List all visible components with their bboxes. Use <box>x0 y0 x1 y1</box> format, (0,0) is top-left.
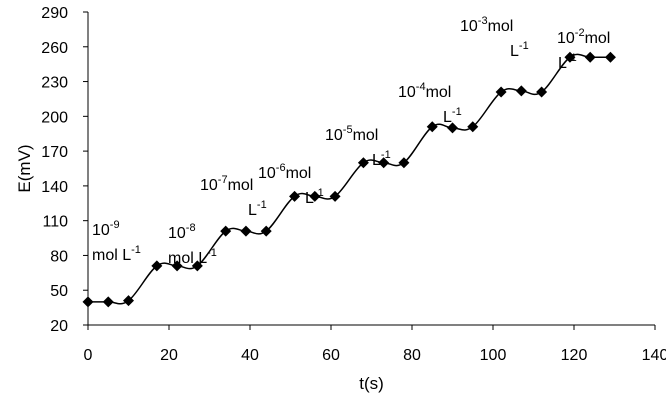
concentration-label: 10-6mol <box>258 162 311 182</box>
data-point-marker <box>426 121 438 133</box>
annotations: 10-9 mol L-1 10-8 mol L-1 10-7mol L-1 10-6mol L… <box>92 15 610 267</box>
data-point-marker <box>329 190 341 202</box>
concentration-label: 10-3mol <box>460 15 513 35</box>
x-tick-label: 80 <box>403 347 421 364</box>
concentration-label: L-1 <box>248 199 267 219</box>
concentration-label: 10-5mol <box>325 124 378 144</box>
concentration-label: 10-7mol <box>200 174 253 194</box>
concentration-label: 10-4mol <box>398 81 451 101</box>
x-tick-label: 100 <box>480 347 507 364</box>
x-axis-title: t(s) <box>359 374 384 393</box>
data-point-marker <box>82 296 94 308</box>
data-point-marker <box>447 122 458 134</box>
data-point-marker <box>467 121 479 133</box>
y-tick-label: 170 <box>41 144 68 161</box>
data-point-marker <box>357 157 369 169</box>
concentration-label: L-1 <box>443 106 462 126</box>
x-tick-label: 0 <box>84 347 93 364</box>
data-point-marker <box>398 157 410 169</box>
data-point-marker <box>309 190 321 202</box>
y-tick-label: 140 <box>41 179 68 196</box>
y-tick-label: 20 <box>50 318 68 335</box>
series-line-group <box>87 53 611 305</box>
concentration-label: mol L-1 <box>92 244 141 264</box>
data-point-marker <box>171 260 183 272</box>
x-tick-label: 60 <box>322 347 340 364</box>
data-point-marker <box>584 51 596 63</box>
data-point-marker <box>515 85 527 97</box>
tick-labels: 20 50 80 110 140 170 200 230 260 290 0 20 40 60 80 100 1… <box>41 5 666 364</box>
x-tick-label: 20 <box>160 347 178 364</box>
data-point-marker <box>495 86 507 98</box>
concentration-label: L-1 <box>305 187 324 207</box>
data-point-marker <box>378 157 390 169</box>
y-tick-label: 290 <box>41 5 68 22</box>
concentration-label: 10-9 <box>92 219 120 239</box>
x-tick-label: 40 <box>241 347 259 364</box>
y-tick-label: 50 <box>50 283 68 300</box>
concentration-label: 10-8 <box>168 222 196 242</box>
data-point-marker <box>240 225 252 237</box>
x-tick-label: 120 <box>561 347 588 364</box>
data-point-marker <box>123 295 134 307</box>
x-tick-label: 140 <box>642 347 666 364</box>
concentration-label: L-1 <box>372 149 391 169</box>
y-axis-title: E(mV) <box>15 144 34 192</box>
data-point-marker <box>102 296 114 308</box>
series-line <box>87 53 611 305</box>
data-point-marker <box>260 225 272 237</box>
y-tick-label: 260 <box>41 40 68 57</box>
data-point-marker <box>191 260 203 272</box>
data-point-marker <box>564 51 576 63</box>
axes <box>87 12 655 326</box>
data-markers <box>82 51 616 308</box>
data-point-marker <box>151 260 163 272</box>
y-tick-label: 110 <box>42 214 68 231</box>
y-tick-label: 230 <box>41 75 68 92</box>
concentration-label: mol L-1 <box>168 247 217 267</box>
concentration-label: 10-2mol <box>557 27 610 47</box>
concentration-label: L-1 <box>558 52 577 72</box>
data-point-marker <box>289 190 301 202</box>
data-point-marker <box>220 225 232 237</box>
y-tick-label: 200 <box>41 109 68 126</box>
concentration-label: L-1 <box>510 40 529 60</box>
y-tick-label: 80 <box>50 248 68 265</box>
data-point-marker <box>604 51 616 63</box>
data-point-marker <box>536 86 548 98</box>
